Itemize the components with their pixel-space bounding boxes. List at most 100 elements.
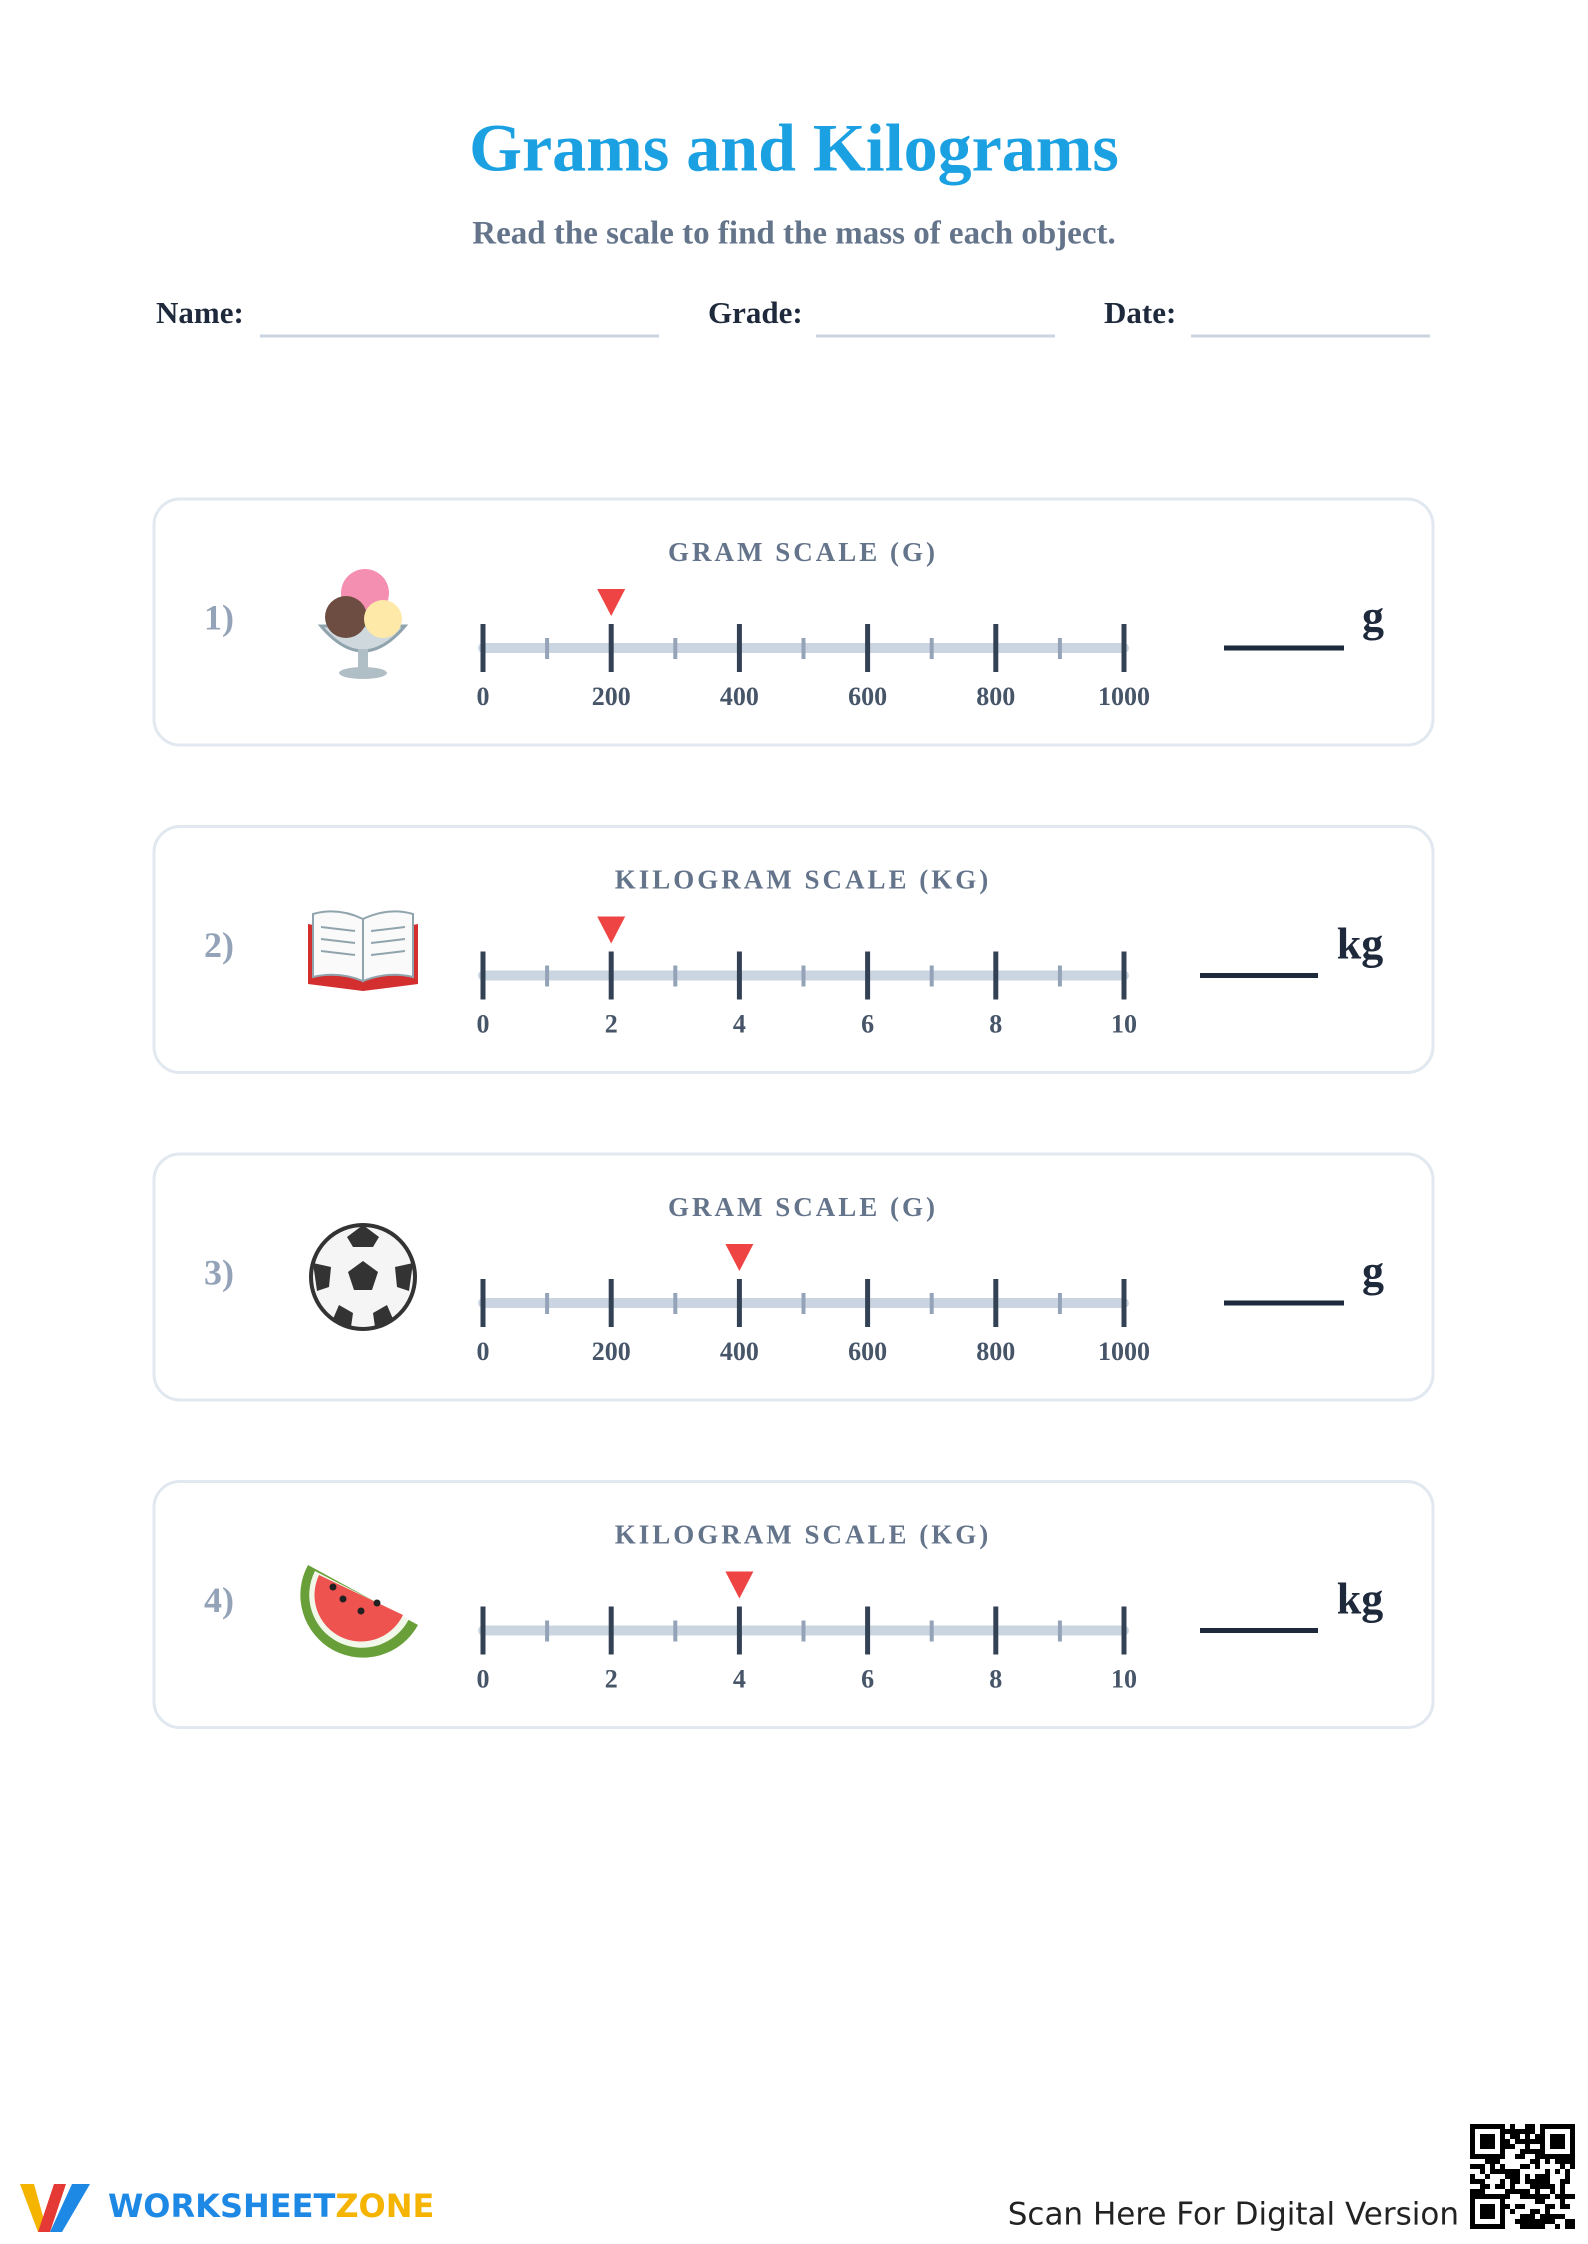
qr-cell [1545,2194,1550,2199]
tick-label: 400 [720,682,759,711]
qr-cell [1505,2194,1510,2199]
qr-cell [1535,2209,1540,2214]
qr-cell [1500,2149,1505,2154]
qr-cell [1525,2219,1530,2224]
problem-card: 1) GRAM SCALE (G) 0 200 400 600 800 1000 g [152,497,1435,747]
qr-cell [1490,2214,1495,2219]
qr-cell [1570,2224,1575,2229]
qr-cell [1555,2159,1560,2164]
qr-cell [1515,2219,1520,2224]
qr-cell [1505,2169,1510,2174]
qr-cell [1470,2219,1475,2224]
scale-title: GRAM SCALE (G) [668,1192,938,1222]
qr-cell [1470,2149,1475,2154]
qr-cell [1570,2149,1575,2154]
subtitle: Read the scale to find the mass of each … [472,216,1115,252]
qr-cell [1570,2139,1575,2144]
qr-cell [1535,2194,1540,2199]
qr-cell [1485,2124,1490,2129]
problem-card: 2) KILOGRAM SCALE (KG) 0 2 4 6 8 10 kg [152,825,1435,1074]
card [152,1152,1435,1402]
qr-cell [1500,2124,1505,2129]
qr-cell [1565,2154,1570,2159]
qr-cell [1515,2139,1520,2144]
qr-cell [1530,2139,1535,2144]
date-label: Date: [1104,295,1176,330]
qr-cell [1490,2209,1495,2214]
qr-cell [1540,2124,1545,2129]
tick-label: 2 [605,1664,618,1693]
qr-cell [1525,2179,1530,2184]
qr-cell [1550,2219,1555,2224]
qr-cell [1520,2129,1525,2134]
qr-cell [1490,2204,1495,2209]
qr-cell [1570,2159,1575,2164]
qr-cell [1495,2124,1500,2129]
qr-cell [1535,2184,1540,2189]
qr-cell [1530,2219,1535,2224]
qr-cell [1485,2144,1490,2149]
qr-cell [1535,2199,1540,2204]
qr-cell [1565,2159,1570,2164]
qr-cell [1545,2219,1550,2224]
qr-cell [1475,2224,1480,2229]
problem-number: 3) [204,1252,234,1292]
qr-cell [1535,2149,1540,2154]
qr-cell [1515,2134,1520,2139]
watermelon-icon [300,1565,418,1658]
qr-cell [1520,2204,1525,2209]
qr-cell [1560,2214,1565,2219]
qr-cell [1480,2139,1485,2144]
tick-label: 1000 [1098,682,1150,711]
qr-cell [1545,2209,1550,2214]
qr-cell [1550,2204,1555,2209]
qr-cell [1480,2144,1485,2149]
qr-cell [1535,2179,1540,2184]
qr-cell [1495,2194,1500,2199]
tick-label: 0 [477,1337,490,1366]
qr-cell [1470,2139,1475,2144]
qr-cell [1495,2184,1500,2189]
qr-cell [1470,2199,1475,2204]
qr-cell [1505,2129,1510,2134]
brand-part: ZONE [335,2187,434,2225]
qr-cell [1510,2169,1515,2174]
qr-cell [1510,2134,1515,2139]
qr-cell [1480,2184,1485,2189]
qr-cell [1560,2134,1565,2139]
qr-cell [1525,2164,1530,2169]
qr-cell [1500,2164,1505,2169]
qr-cell [1525,2124,1530,2129]
qr-cell [1485,2159,1490,2164]
qr-cell [1510,2129,1515,2134]
book-icon [308,910,418,991]
qr-cell [1535,2164,1540,2169]
scale-title: GRAM SCALE (G) [668,537,938,567]
qr-cell [1490,2194,1495,2199]
qr-cell [1555,2124,1560,2129]
qr-cell [1545,2169,1550,2174]
tick-label: 6 [861,1664,874,1693]
qr-cell [1550,2184,1555,2189]
tick-label: 6 [861,1009,874,1038]
qr-cell [1525,2134,1530,2139]
qr-cell [1500,2204,1505,2209]
qr-cell [1470,2174,1475,2179]
problem-number: 4) [204,1580,234,1620]
qr-cell [1555,2139,1560,2144]
pointer [597,916,626,944]
qr-cell [1500,2129,1505,2134]
qr-cell [1530,2184,1535,2189]
qr-cell [1540,2214,1545,2219]
pointer [725,1571,754,1599]
qr-cell [1560,2184,1565,2189]
qr-cell [1565,2219,1570,2224]
qr-cell [1525,2129,1530,2134]
unit: kg [1337,920,1383,969]
qr-cell [1540,2184,1545,2189]
qr-cell [1555,2194,1560,2199]
qr-cell [1540,2144,1545,2149]
qr-cell [1510,2189,1515,2194]
qr-cell [1555,2144,1560,2149]
qr-cell [1500,2224,1505,2229]
